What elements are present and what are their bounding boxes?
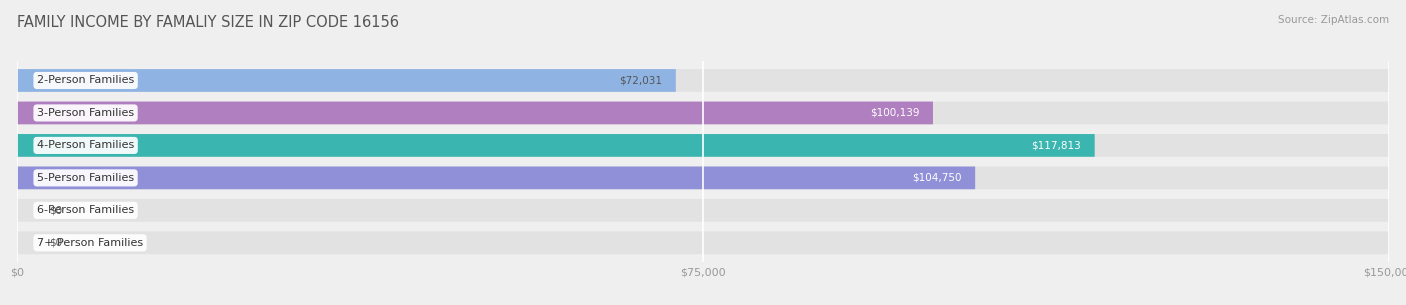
FancyBboxPatch shape — [17, 167, 1389, 189]
Text: Source: ZipAtlas.com: Source: ZipAtlas.com — [1278, 15, 1389, 25]
FancyBboxPatch shape — [17, 102, 934, 124]
Text: $100,139: $100,139 — [870, 108, 920, 118]
Text: $117,813: $117,813 — [1031, 140, 1081, 150]
FancyBboxPatch shape — [17, 69, 1389, 92]
Text: FAMILY INCOME BY FAMALIY SIZE IN ZIP CODE 16156: FAMILY INCOME BY FAMALIY SIZE IN ZIP COD… — [17, 15, 399, 30]
FancyBboxPatch shape — [17, 199, 1389, 222]
Text: 4-Person Families: 4-Person Families — [37, 140, 134, 150]
Text: $0: $0 — [49, 205, 62, 215]
Text: 7+ Person Families: 7+ Person Families — [37, 238, 143, 248]
Text: $0: $0 — [49, 238, 62, 248]
FancyBboxPatch shape — [17, 167, 976, 189]
FancyBboxPatch shape — [17, 231, 1389, 254]
Text: 3-Person Families: 3-Person Families — [37, 108, 134, 118]
Text: 5-Person Families: 5-Person Families — [37, 173, 134, 183]
Text: $104,750: $104,750 — [912, 173, 962, 183]
FancyBboxPatch shape — [17, 134, 1389, 157]
FancyBboxPatch shape — [17, 69, 676, 92]
FancyBboxPatch shape — [17, 102, 1389, 124]
Text: $72,031: $72,031 — [619, 75, 662, 85]
Text: 2-Person Families: 2-Person Families — [37, 75, 134, 85]
Text: 6-Person Families: 6-Person Families — [37, 205, 134, 215]
FancyBboxPatch shape — [17, 134, 1095, 157]
